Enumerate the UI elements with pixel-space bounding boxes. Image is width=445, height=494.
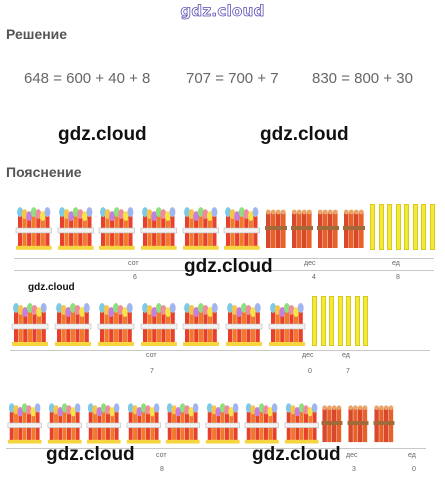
one-stick-icon — [404, 204, 409, 250]
label-hundreds: сот — [156, 452, 167, 459]
watermark: gdz.cloud — [46, 444, 135, 465]
label-ones: ед — [392, 260, 400, 267]
value-ones: 7 — [346, 368, 350, 375]
divider — [14, 258, 434, 259]
hundred-bundle-icon — [204, 398, 242, 451]
one-stick-icon — [378, 204, 384, 250]
ones-group — [312, 296, 372, 346]
hundreds-group — [14, 202, 264, 252]
label-ones: ед — [342, 352, 350, 359]
one-stick-icon — [312, 296, 317, 346]
label-hundreds: сот — [128, 260, 139, 267]
hundred-bundle-icon — [14, 202, 54, 257]
equation-648: 648 = 600 + 40 + 8 — [24, 70, 151, 87]
watermark: gdz.cloud — [184, 256, 273, 277]
one-stick-icon — [363, 296, 368, 346]
equation-830: 830 = 800 + 30 — [312, 70, 413, 87]
hundred-bundle-icon — [46, 398, 84, 451]
one-stick-icon — [354, 296, 360, 346]
hundred-bundle-icon — [139, 298, 179, 353]
hundred-bundle-icon — [283, 398, 321, 451]
ten-bundle-icon — [320, 402, 344, 449]
hundred-bundle-icon — [139, 202, 179, 257]
ten-bundle-icon — [372, 402, 396, 449]
label-ones: ед — [408, 452, 416, 459]
hundred-bundle-icon — [222, 202, 262, 257]
tens-group — [300, 298, 302, 300]
value-ones: 8 — [396, 274, 400, 281]
watermark: gdz.cloud — [58, 124, 147, 145]
hundred-bundle-icon — [267, 298, 307, 353]
hundred-bundle-icon — [224, 298, 264, 353]
hundred-bundle-icon — [85, 398, 123, 451]
tens-group — [264, 206, 368, 250]
hundred-bundle-icon — [97, 202, 137, 257]
ten-bundle-icon — [342, 206, 366, 255]
ones-group — [370, 204, 440, 250]
tens-group — [320, 402, 396, 444]
ones-group — [400, 398, 402, 400]
label-tens: дес — [346, 452, 358, 459]
value-hundreds: 6 — [133, 274, 137, 281]
label-tens: дес — [304, 260, 316, 267]
place-value-row-648: сот дес ед 6 4 8 — [0, 196, 445, 288]
one-stick-icon — [412, 204, 418, 250]
one-stick-icon — [421, 204, 426, 250]
site-logo: gdz.cloud — [180, 2, 265, 21]
one-stick-icon — [429, 204, 435, 250]
place-value-row-707: сот дес ед 7 0 7 — [0, 292, 445, 384]
value-tens: 4 — [312, 274, 316, 281]
hundred-bundle-icon — [96, 298, 136, 353]
label-hundreds: сот — [146, 352, 157, 359]
one-stick-icon — [346, 296, 351, 346]
value-hundreds: 7 — [150, 368, 154, 375]
hundreds-group — [6, 398, 322, 446]
hundred-bundle-icon — [164, 398, 202, 451]
hundred-bundle-icon — [125, 398, 163, 451]
label-tens: дес — [302, 352, 314, 359]
hundred-bundle-icon — [243, 398, 281, 451]
one-stick-icon — [387, 204, 392, 250]
one-stick-icon — [395, 204, 401, 250]
ten-bundle-icon — [290, 206, 314, 255]
one-stick-icon — [329, 296, 334, 346]
watermark: gdz.cloud — [252, 444, 341, 465]
hundred-bundle-icon — [6, 398, 44, 451]
hundred-bundle-icon — [181, 202, 221, 257]
hundred-bundle-icon — [10, 298, 50, 353]
equation-707: 707 = 700 + 7 — [186, 70, 279, 87]
value-tens: 0 — [308, 368, 312, 375]
value-tens: 3 — [352, 466, 356, 473]
one-stick-icon — [320, 296, 326, 346]
solution-heading: Решение — [6, 26, 68, 42]
ten-bundle-icon — [264, 206, 288, 255]
one-stick-icon — [337, 296, 343, 346]
place-value-row-830: сот дес ед 8 3 0 — [0, 392, 445, 488]
watermark: gdz.cloud — [260, 124, 349, 145]
divider — [14, 270, 434, 271]
hundreds-group — [10, 298, 310, 348]
watermark-small: gdz.cloud — [28, 282, 75, 293]
hundred-bundle-icon — [56, 202, 96, 257]
ten-bundle-icon — [346, 402, 370, 449]
divider — [6, 448, 426, 449]
divider — [10, 350, 430, 351]
ten-bundle-icon — [316, 206, 340, 255]
hundred-bundle-icon — [53, 298, 93, 353]
explanation-heading: Пояснение — [6, 164, 82, 180]
hundred-bundle-icon — [181, 298, 221, 353]
value-ones: 0 — [412, 466, 416, 473]
one-stick-icon — [370, 204, 375, 250]
value-hundreds: 8 — [160, 466, 164, 473]
